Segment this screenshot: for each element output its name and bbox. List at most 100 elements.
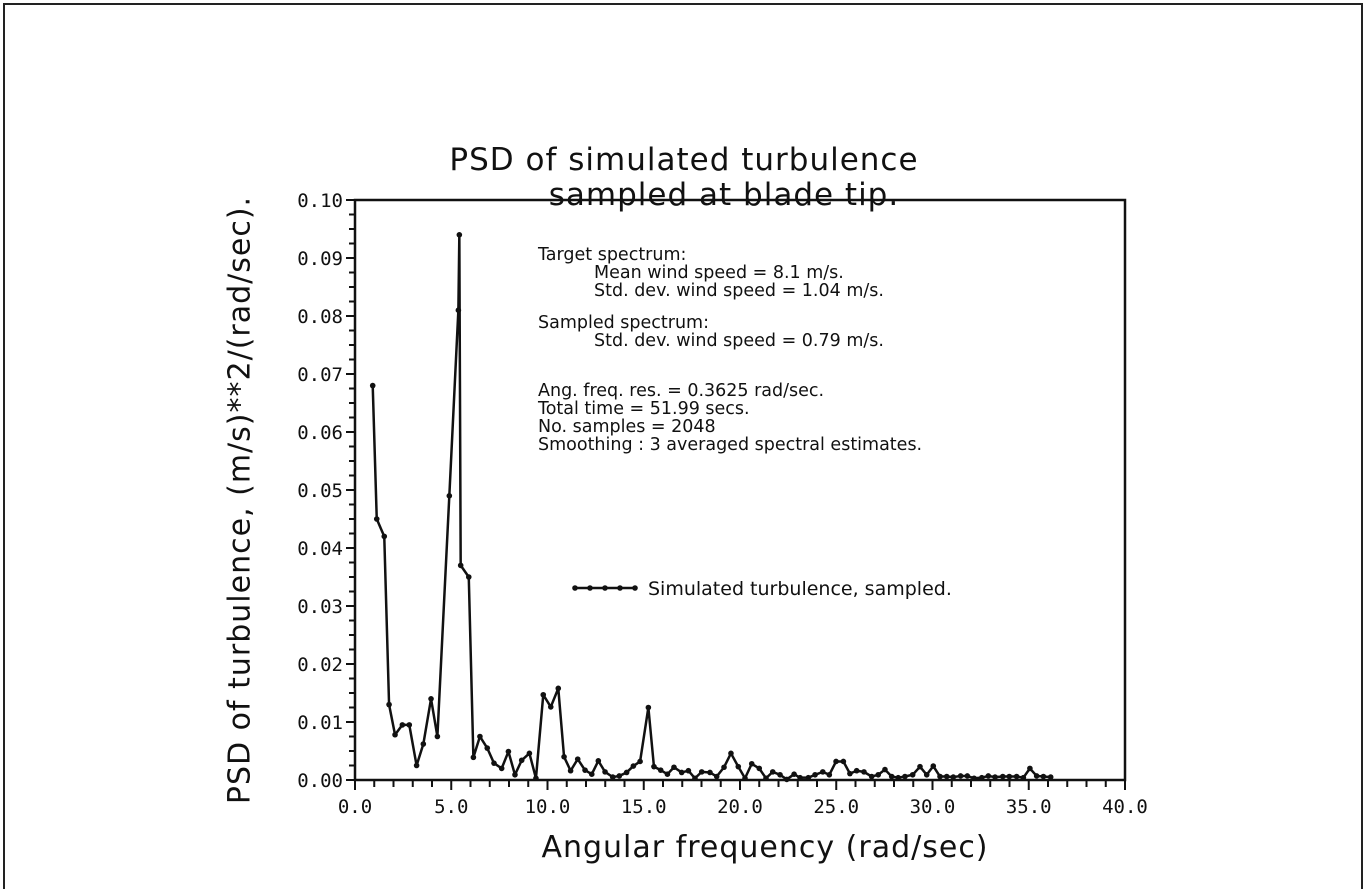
data-point xyxy=(582,767,588,773)
series-line xyxy=(371,233,1051,781)
data-point xyxy=(616,773,623,779)
data-point xyxy=(413,762,420,769)
x-tick-label: 0.0 xyxy=(338,796,372,818)
data-point xyxy=(847,770,853,777)
y-tick-label: 0.03 xyxy=(297,596,343,618)
data-point xyxy=(950,774,957,780)
x-tick-label: 25.0 xyxy=(813,796,859,818)
data-point xyxy=(769,769,776,775)
data-point xyxy=(491,760,497,766)
y-tick-label: 0.07 xyxy=(297,364,343,386)
data-point xyxy=(1013,773,1020,780)
data-point xyxy=(819,769,826,775)
y-tick-label: 0.02 xyxy=(297,654,343,676)
data-point xyxy=(526,750,533,757)
data-point xyxy=(888,773,895,780)
data-point xyxy=(909,771,916,778)
x-tick-label: 20.0 xyxy=(717,796,763,818)
data-point xyxy=(645,704,652,711)
data-point xyxy=(875,771,882,778)
x-tick-label: 5.0 xyxy=(434,796,468,818)
data-point xyxy=(420,741,427,747)
data-point xyxy=(651,763,657,770)
annotation-sampled-header: Sampled spectrum: xyxy=(538,313,709,333)
data-point xyxy=(692,775,698,782)
data-point xyxy=(763,775,769,782)
data-point xyxy=(791,771,797,777)
x-tick-label: 10.0 xyxy=(525,796,571,818)
figure-frame xyxy=(3,3,1363,889)
data-point xyxy=(685,767,692,774)
data-point xyxy=(456,232,463,238)
x-tick-label: 15.0 xyxy=(621,796,667,818)
data-point xyxy=(721,764,727,771)
data-point xyxy=(434,733,441,740)
data-point xyxy=(369,382,376,389)
data-point xyxy=(484,745,491,751)
data-point xyxy=(392,731,398,738)
data-point xyxy=(518,757,525,764)
data-point xyxy=(805,774,812,781)
data-point xyxy=(595,758,602,764)
data-point xyxy=(561,754,567,760)
data-point xyxy=(609,774,616,780)
data-point xyxy=(477,733,483,740)
data-point xyxy=(783,776,790,783)
x-axis-label: Angular frequency (rad/sec) xyxy=(541,830,989,865)
data-point xyxy=(902,773,908,780)
data-point xyxy=(399,722,406,728)
data-point xyxy=(406,722,413,728)
data-point xyxy=(602,769,608,775)
annotation-target-std: Std. dev. wind speed = 1.04 m/s. xyxy=(594,281,884,301)
annotation-total-time: Total time = 51.99 secs. xyxy=(538,399,750,419)
data-point xyxy=(547,704,554,710)
data-point xyxy=(971,775,977,782)
data-point xyxy=(637,758,643,765)
data-point xyxy=(386,701,392,708)
data-point xyxy=(574,756,581,762)
data-point xyxy=(381,533,388,540)
data-point xyxy=(455,307,462,314)
data-point xyxy=(917,763,923,770)
data-point xyxy=(707,769,713,776)
data-point xyxy=(1040,773,1047,780)
data-point xyxy=(930,763,937,769)
annotation-sampled-std: Std. dev. wind speed = 0.79 m/s. xyxy=(594,331,884,351)
data-point xyxy=(868,773,875,780)
data-point xyxy=(512,771,518,778)
data-point xyxy=(728,750,734,757)
legend-label: Simulated turbulence, sampled. xyxy=(648,578,952,600)
data-point xyxy=(678,769,685,776)
y-tick-label: 0.09 xyxy=(297,248,343,270)
data-point xyxy=(698,769,705,775)
data-point xyxy=(756,765,763,772)
annotation-target-mean: Mean wind speed = 8.1 m/s. xyxy=(594,263,844,283)
y-tick-label: 0.00 xyxy=(297,770,343,792)
data-point xyxy=(1006,773,1013,780)
y-tick-label: 0.10 xyxy=(297,190,343,212)
data-point xyxy=(964,773,971,779)
data-point xyxy=(465,574,472,580)
data-point xyxy=(937,773,943,780)
data-point xyxy=(992,774,998,780)
data-point xyxy=(861,769,867,775)
data-point xyxy=(446,493,453,499)
data-point xyxy=(555,685,562,692)
data-point xyxy=(630,763,637,769)
y-tick-label: 0.01 xyxy=(297,712,343,734)
x-tick-label: 35.0 xyxy=(1006,796,1052,818)
data-point xyxy=(797,774,803,781)
data-point xyxy=(882,766,888,773)
data-point xyxy=(470,754,477,761)
data-point xyxy=(833,758,839,765)
x-tick-label: 40.0 xyxy=(1102,796,1148,818)
y-tick-label: 0.06 xyxy=(297,422,343,444)
annotation-target-header: Target spectrum: xyxy=(538,245,687,265)
data-point xyxy=(713,773,720,780)
data-point xyxy=(1033,773,1040,779)
data-point xyxy=(1020,774,1027,781)
legend-marker xyxy=(587,585,593,591)
data-point xyxy=(923,771,930,778)
data-point xyxy=(742,775,748,782)
